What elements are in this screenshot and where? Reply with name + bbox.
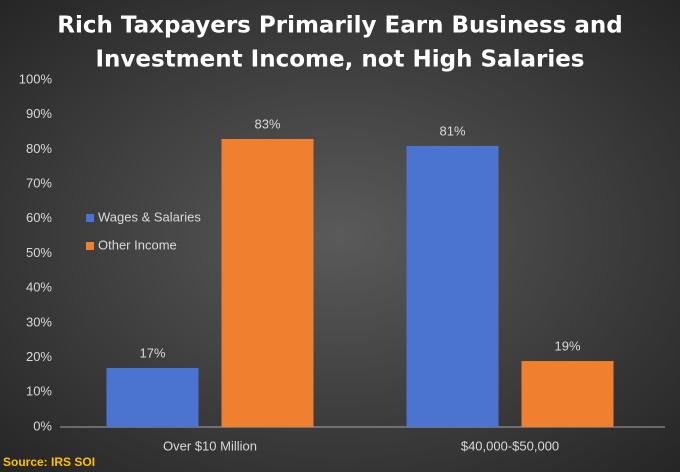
y-tick-label: 40% bbox=[26, 280, 52, 295]
legend-marker bbox=[86, 242, 94, 250]
value-label: 19% bbox=[554, 339, 580, 354]
bar bbox=[406, 145, 499, 427]
value-label: 83% bbox=[254, 116, 280, 131]
chart-title: Investment Income, not High Salaries bbox=[96, 47, 585, 73]
y-tick-label: 20% bbox=[26, 349, 52, 364]
x-tick-label: Over $10 Million bbox=[163, 438, 257, 453]
y-tick-label: 0% bbox=[33, 418, 52, 433]
y-tick-label: 80% bbox=[26, 141, 52, 156]
value-label: 81% bbox=[439, 123, 465, 138]
legend-marker bbox=[86, 214, 94, 222]
source: Source: IRS SOI bbox=[3, 455, 95, 469]
y-tick-label: 90% bbox=[26, 106, 52, 121]
y-tick-label: 100% bbox=[19, 71, 53, 86]
legend-label: Other Income bbox=[98, 237, 177, 252]
y-tick-label: 70% bbox=[26, 176, 52, 191]
y-tick-label: 10% bbox=[26, 384, 52, 399]
bar bbox=[106, 368, 199, 427]
value-label: 17% bbox=[139, 345, 165, 360]
y-tick-label: 60% bbox=[26, 210, 52, 225]
bar bbox=[521, 361, 614, 427]
y-tick-label: 30% bbox=[26, 314, 52, 329]
chart-title: Rich Taxpayers Primarily Earn Business a… bbox=[57, 13, 622, 39]
bar bbox=[221, 138, 314, 428]
x-tick-label: $40,000-$50,000 bbox=[461, 438, 559, 453]
y-tick-label: 50% bbox=[26, 245, 52, 260]
legend-label: Wages & Salaries bbox=[98, 209, 201, 224]
